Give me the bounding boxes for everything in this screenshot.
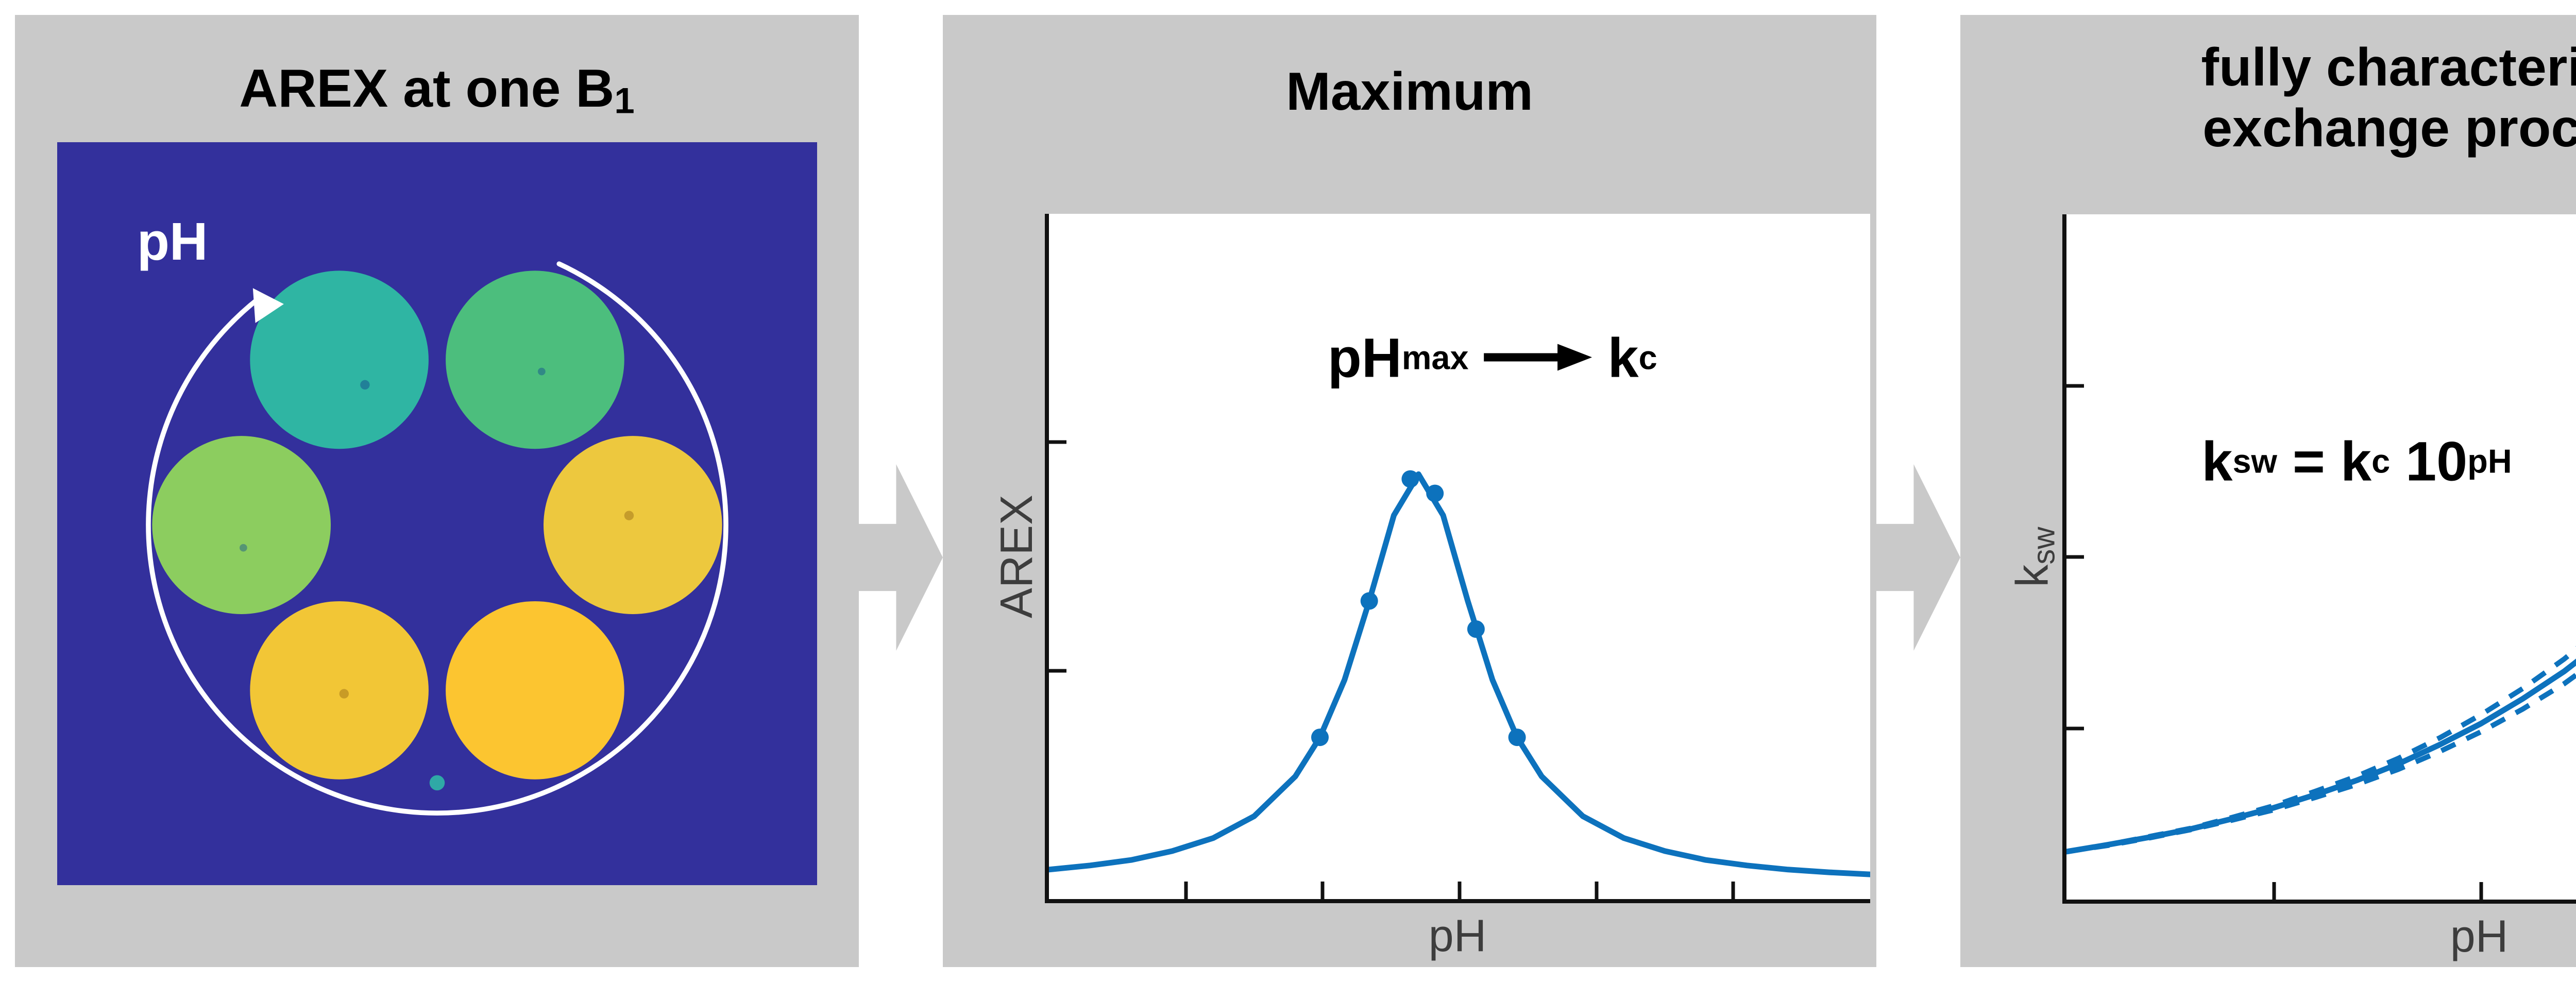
- arex-axis-ticks: [1049, 440, 1735, 899]
- panel-exchange-process: fully characterized exchange process ksw: [1960, 15, 2576, 967]
- ph-direction-arrowhead-icon: [252, 288, 284, 323]
- ksw-lower-bound-curve: [2066, 672, 2576, 854]
- panel-right-title-line1: fully characterized: [2201, 38, 2576, 97]
- panel-arex-image: AREX at one B1: [15, 15, 859, 967]
- ksw-axis-ticks: [2066, 384, 2483, 900]
- panel-middle-title: Maximum: [1286, 62, 1533, 122]
- arex-data-point: [1426, 484, 1444, 502]
- arex-data-point: [1508, 728, 1526, 746]
- panel-left-title-text: AREX at one B: [239, 59, 615, 118]
- arex-data-point: [1401, 470, 1419, 488]
- ksw-x-axis-label: pH: [2450, 910, 2509, 962]
- ksw-y-axis-label: ksw: [2006, 527, 2062, 587]
- arex-y-axis-label: AREX: [991, 494, 1042, 618]
- arex-data-point: [1360, 591, 1378, 609]
- arex-x-axis-label: pH: [1428, 909, 1487, 961]
- phantom-mri-image: pH: [57, 142, 817, 886]
- ksw-plot-row: ksw: [2006, 214, 2576, 962]
- phantom-noise-specks: [239, 367, 634, 791]
- ph-label: pH: [137, 212, 208, 271]
- panel-right-title-line2: exchange process: [2202, 98, 2576, 158]
- panel-left-title-subscript: 1: [614, 80, 635, 121]
- phmax-subscript: max: [1401, 338, 1469, 377]
- right-arrow-icon: [1484, 344, 1592, 371]
- panel-maximum: Maximum AREX: [943, 15, 1876, 967]
- flow-arrow-2: [1876, 15, 1960, 967]
- panel-left-title: AREX at one B1: [25, 58, 849, 122]
- ksw-upper-bound-curve: [2066, 646, 2576, 854]
- flow-arrow-icon: [1876, 464, 1960, 651]
- flow-arrow-icon: [859, 464, 943, 651]
- tube-upper-left: [249, 270, 429, 449]
- arex-data-point: [1311, 728, 1329, 746]
- arex-fit-curve: [1049, 471, 1870, 877]
- kc-text: k: [1607, 326, 1639, 389]
- tube-mid-right: [543, 436, 722, 614]
- ph-direction-arc: [145, 261, 728, 816]
- tube-mid-left: [151, 436, 331, 614]
- arex-data-points: [1311, 470, 1526, 746]
- flow-arrow-1: [859, 15, 943, 967]
- ksw-fit-curve: [2066, 658, 2576, 855]
- tube-upper-right: [445, 270, 624, 449]
- arex-plot-row: AREX: [988, 213, 1876, 962]
- panel-right-title: fully characterized exchange process: [1971, 38, 2576, 159]
- arex-data-point: [1467, 620, 1485, 638]
- tube-lower-right: [445, 601, 624, 780]
- tube-lower-left: [249, 601, 429, 780]
- kc-subscript: c: [1638, 338, 1657, 377]
- phmax-text: pH: [1327, 326, 1402, 389]
